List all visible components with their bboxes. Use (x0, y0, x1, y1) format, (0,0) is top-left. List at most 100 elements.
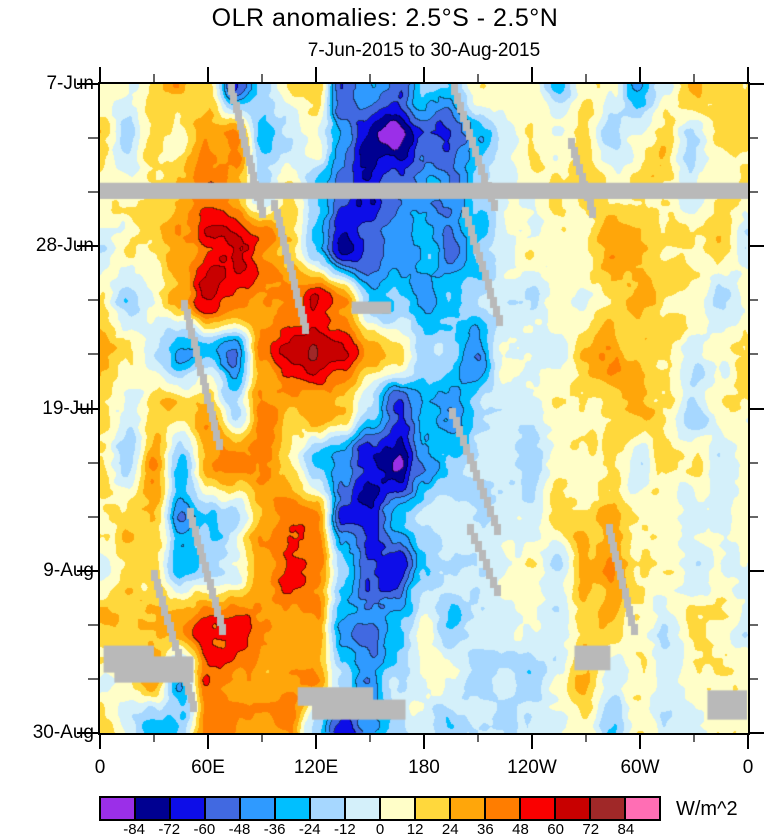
y-tick-label: 9-Aug (43, 560, 94, 581)
x-axis-minor-tick (477, 735, 479, 742)
colorbar-tick-label: -60 (193, 821, 216, 834)
x-axis-major-tick (423, 735, 425, 749)
x-axis-minor-tick (369, 735, 371, 742)
colorbar-tick-label: -84 (123, 821, 145, 834)
x-axis-major-tick (99, 735, 101, 749)
x-axis-top-tick (99, 67, 101, 82)
x-tick-label: 60W (620, 757, 660, 778)
chart-subtitle: 7-Jun-2015 to 30-Aug-2015 (307, 40, 541, 61)
colorbar-tick-label: 48 (512, 821, 529, 834)
colorbar-cell (136, 798, 171, 819)
colorbar-cell (101, 798, 136, 819)
y-axis-right-tick (750, 732, 764, 734)
x-axis-top-minor-tick (477, 74, 479, 82)
colorbar-tick-label: 24 (441, 821, 459, 834)
y-axis-right-minor-tick (750, 299, 758, 301)
y-axis-minor-tick (88, 137, 98, 139)
colorbar-cell (381, 798, 416, 819)
y-axis-minor-tick (88, 624, 98, 626)
colorbar-cell (276, 798, 311, 819)
colorbar-cell (171, 798, 206, 819)
colorbar-cell (451, 798, 486, 819)
x-axis-major-tick (639, 735, 641, 749)
colorbar-cell (241, 798, 276, 819)
x-tick-label: 120E (293, 757, 339, 778)
colorbar-cell (486, 798, 521, 819)
colorbar-cell (591, 798, 626, 819)
colorbar-unit-label: W/m^2 (676, 798, 738, 820)
x-axis-top-tick (531, 67, 533, 82)
x-axis-minor-tick (693, 735, 695, 742)
colorbar-tick-label: -72 (158, 821, 181, 834)
y-axis-major-tick (77, 245, 98, 247)
colorbar-tick-label: 72 (582, 821, 600, 834)
x-axis-top-minor-tick (369, 74, 371, 82)
colorbar-cell (521, 798, 556, 819)
y-axis-minor-tick (88, 299, 98, 301)
x-axis-top-minor-tick (693, 74, 695, 82)
colorbar-tick-label: -48 (228, 821, 251, 834)
y-axis-major-tick (77, 408, 98, 410)
x-axis-minor-tick (585, 735, 587, 742)
x-tick-label: 120W (507, 757, 557, 778)
y-tick-label: 28-Jun (35, 235, 94, 256)
y-axis-minor-tick (88, 353, 98, 355)
y-axis-right-minor-tick (750, 624, 758, 626)
x-axis-minor-tick (261, 735, 263, 742)
x-axis-top-tick (423, 67, 425, 82)
colorbar-tick-label: -12 (334, 821, 356, 834)
x-axis-top-tick (747, 67, 749, 82)
x-tick-label: 60E (191, 757, 225, 778)
y-axis-right-tick (750, 408, 764, 410)
colorbar-cell (206, 798, 241, 819)
x-axis-top-minor-tick (585, 74, 587, 82)
y-axis-right-minor-tick (750, 353, 758, 355)
colorbar-tick-label: -24 (298, 821, 321, 834)
y-axis-right-tick (750, 245, 764, 247)
y-tick-label: 19-Jul (42, 398, 94, 419)
x-axis-major-tick (315, 735, 317, 749)
y-axis-right-minor-tick (750, 137, 758, 139)
colorbar-tick-label: 12 (406, 821, 424, 834)
colorbar-tick-label: 84 (617, 821, 635, 834)
x-axis-top-tick (315, 67, 317, 82)
colorbar-tick-label: -36 (263, 821, 286, 834)
y-axis-right-minor-tick (750, 678, 758, 680)
colorbar-tick-label: 36 (477, 821, 494, 834)
x-tick-label: 180 (408, 757, 440, 778)
x-axis-minor-tick (153, 735, 155, 742)
y-axis-right-minor-tick (750, 462, 758, 464)
colorbar-cell (346, 798, 381, 819)
x-axis-top-tick (639, 67, 641, 82)
hovmoller-heatmap-canvas (100, 84, 748, 733)
colorbar-cell (556, 798, 591, 819)
y-axis-minor-tick (88, 191, 98, 193)
x-axis-top-minor-tick (261, 74, 263, 82)
x-axis-major-tick (531, 735, 533, 749)
colorbar (99, 796, 661, 821)
colorbar-cell (626, 798, 659, 819)
x-axis-top-tick (207, 67, 209, 82)
plot-border (98, 82, 750, 735)
colorbar-cell (311, 798, 346, 819)
chart-title: OLR anomalies: 2.5°S - 2.5°N (211, 4, 559, 32)
colorbar-tick-label: 60 (547, 821, 564, 834)
y-axis-major-tick (77, 83, 98, 85)
y-axis-right-tick (750, 570, 764, 572)
y-axis-minor-tick (88, 516, 98, 518)
x-axis-top-minor-tick (153, 74, 155, 82)
colorbar-cell (416, 798, 451, 819)
y-axis-minor-tick (88, 678, 98, 680)
x-axis-major-tick (207, 735, 209, 749)
x-tick-label: 0 (94, 757, 106, 778)
y-axis-major-tick (77, 570, 98, 572)
y-axis-minor-tick (88, 462, 98, 464)
y-tick-label: 30-Aug (32, 722, 94, 743)
y-tick-label: 7-Jun (46, 73, 94, 94)
y-axis-right-tick (750, 83, 764, 85)
y-axis-major-tick (77, 732, 98, 734)
y-axis-right-minor-tick (750, 516, 758, 518)
y-axis-right-minor-tick (750, 191, 758, 193)
x-tick-label: 0 (742, 757, 754, 778)
